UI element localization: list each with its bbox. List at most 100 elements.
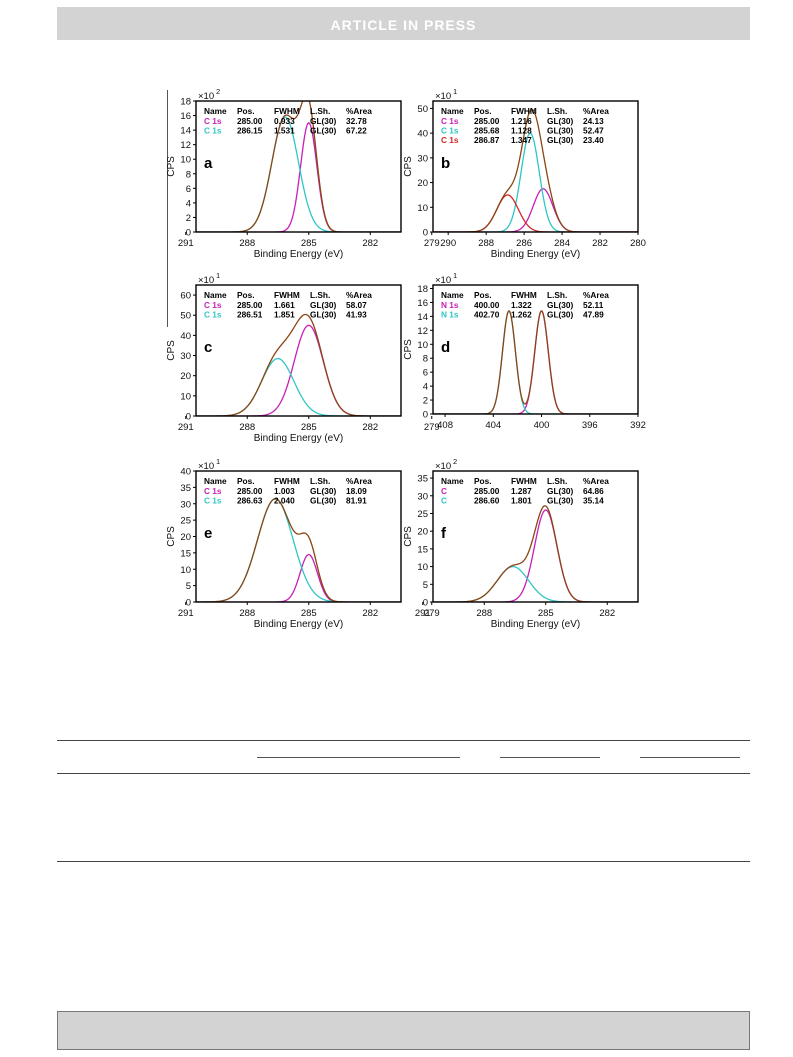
legend-pos-b-1: 285.68 [474, 126, 500, 136]
legend-name-d-1: N 1s [441, 310, 459, 320]
x-tick-label-b-4: 282 [592, 238, 608, 249]
x-tick-label-b-5: 280 [630, 238, 646, 249]
y-tick-label-d-1: 2 [423, 396, 428, 407]
table-bottom-rule [57, 861, 750, 862]
y-tick-label-d-6: 12 [417, 326, 428, 337]
x-tick-label-c-0: 291 [178, 422, 194, 433]
plot-frame-a [195, 100, 402, 233]
y-multiplier-d: ×10 [435, 275, 451, 286]
table-group-rule-1 [257, 757, 460, 758]
legend-fwhm-f-1: 1.801 [511, 496, 532, 506]
legend-header-b-3: L.Sh. [547, 106, 567, 116]
legend-header-b-1: Pos. [474, 106, 492, 116]
x-tick-label-b-2: 286 [516, 238, 532, 249]
y-tick-label-d-3: 6 [423, 368, 428, 379]
x-tick-label-b-3: 284 [554, 238, 570, 249]
y-tick-label-b-5: 50 [417, 104, 428, 115]
legend-lsh-b-2: GL(30) [547, 135, 574, 145]
table-header-rule [57, 773, 750, 774]
y-tick-label-c-1: 10 [180, 391, 191, 402]
legend-table-b: Name Pos. FWHM L.Sh. %Area C 1s 285.00 1.216 GL(… [441, 106, 609, 145]
legend-pos-b-2: 286.87 [474, 135, 500, 145]
legend-fwhm-b-2: 1.347 [511, 135, 532, 145]
legend-lsh-d-1: GL(30) [547, 310, 574, 320]
legend-lsh-e-1: GL(30) [310, 496, 337, 506]
legend-name-a-1: C 1s [204, 126, 222, 136]
legend-pos-f-0: 285.00 [474, 486, 500, 496]
legend-header-c-0: Name [204, 290, 227, 300]
legend-lsh-f-0: GL(30) [547, 486, 574, 496]
legend-fwhm-e-1: 2.040 [274, 496, 295, 506]
footer-bar [57, 1011, 750, 1050]
legend-table-c: Name Pos. FWHM L.Sh. %Area C 1s 285.00 1.661 GL(… [204, 290, 372, 320]
y-tick-label-f-1: 5 [423, 580, 428, 591]
legend-header-e-1: Pos. [237, 476, 255, 486]
legend-header-f-3: L.Sh. [547, 476, 567, 486]
x-axis-label-c: Binding Energy (eV) [254, 433, 344, 444]
component-peak-e-2 [196, 498, 401, 602]
margin-rule [167, 90, 168, 327]
component-peak-f-2 [433, 565, 638, 602]
curves-f [433, 505, 638, 602]
legend-lsh-d-0: GL(30) [547, 300, 574, 310]
legend-pos-d-1: 402.70 [474, 310, 500, 320]
component-peak-b-2 [433, 132, 638, 232]
curves-b [433, 108, 638, 232]
y-tick-label-e-8: 40 [180, 467, 191, 478]
legend-area-c-1: 41.93 [346, 310, 367, 320]
legend-area-b-1: 52.47 [583, 126, 604, 136]
x-tick-label-c-2: 285 [301, 422, 317, 433]
y-tick-label-c-4: 40 [180, 331, 191, 342]
x-tick-label-d-1: 404 [485, 420, 501, 431]
legend-name-f-1: C [441, 496, 447, 506]
y-tick-label-d-0: 0 [423, 410, 428, 421]
x-tick-label-e-0: 291 [178, 608, 194, 619]
legend-header-e-4: %Area [346, 476, 372, 486]
legend-header-d-1: Pos. [474, 290, 492, 300]
legend-header-e-0: Name [204, 476, 227, 486]
legend-table-e: Name Pos. FWHM L.Sh. %Area C 1s 285.00 1.003 GL(… [204, 476, 372, 506]
y-tick-label-f-4: 20 [417, 527, 428, 538]
legend-header-a-3: L.Sh. [310, 106, 330, 116]
legend-header-a-4: %Area [346, 106, 372, 116]
legend-name-c-0: C 1s [204, 300, 222, 310]
x-tick-label-e-1: 288 [239, 608, 255, 619]
y-tick-label-f-5: 25 [417, 509, 428, 520]
legend-header-c-4: %Area [346, 290, 372, 300]
legend-header-f-4: %Area [583, 476, 609, 486]
plot-frame-e [195, 470, 402, 603]
x-tick-label-f-0: 291 [415, 608, 431, 619]
y-tick-label-e-3: 15 [180, 548, 191, 559]
y-tick-label-d-8: 16 [417, 298, 428, 309]
legend-fwhm-d-1: 1.262 [511, 310, 532, 320]
legend-header-f-1: Pos. [474, 476, 492, 486]
legend-header-d-3: L.Sh. [547, 290, 567, 300]
legend-pos-b-0: 285.00 [474, 116, 500, 126]
legend-header-f-0: Name [441, 476, 464, 486]
x-tick-label-e-2: 285 [301, 608, 317, 619]
y-axis-label-d: CPS [403, 339, 414, 360]
y-tick-label-a-9: 18 [180, 97, 191, 108]
legend-name-a-0: C 1s [204, 116, 222, 126]
y-tick-label-e-1: 5 [186, 581, 191, 592]
component-peak-f-1 [433, 509, 638, 602]
y-tick-label-a-1: 2 [186, 213, 191, 224]
x-axis-label-b: Binding Energy (eV) [491, 249, 581, 260]
plot-frame-f [432, 470, 639, 603]
y-tick-label-d-4: 8 [423, 354, 428, 365]
legend-header-a-0: Name [204, 106, 227, 116]
component-peak-c-1 [196, 324, 401, 416]
legend-area-f-0: 64.86 [583, 486, 604, 496]
legend-area-e-1: 81.91 [346, 496, 367, 506]
legend-header-b-0: Name [441, 106, 464, 116]
y-tick-label-a-3: 6 [186, 184, 191, 195]
panel-letter-e: e [204, 525, 212, 542]
y-tick-label-d-2: 4 [423, 382, 428, 393]
plot-frame-d [432, 284, 639, 415]
x-tick-label-a-1: 288 [239, 238, 255, 249]
legend-fwhm-c-0: 1.661 [274, 300, 295, 310]
y-tick-label-c-6: 60 [180, 291, 191, 302]
x-tick-label-e-3: 282 [362, 608, 378, 619]
